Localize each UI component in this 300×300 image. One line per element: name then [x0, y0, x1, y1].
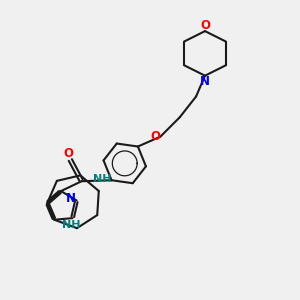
Text: N: N: [66, 192, 76, 206]
Text: O: O: [150, 130, 160, 143]
Text: N: N: [200, 75, 210, 88]
Text: NH: NH: [62, 220, 80, 230]
Text: O: O: [200, 19, 210, 32]
Text: NH: NH: [93, 174, 111, 184]
Text: O: O: [63, 147, 73, 160]
